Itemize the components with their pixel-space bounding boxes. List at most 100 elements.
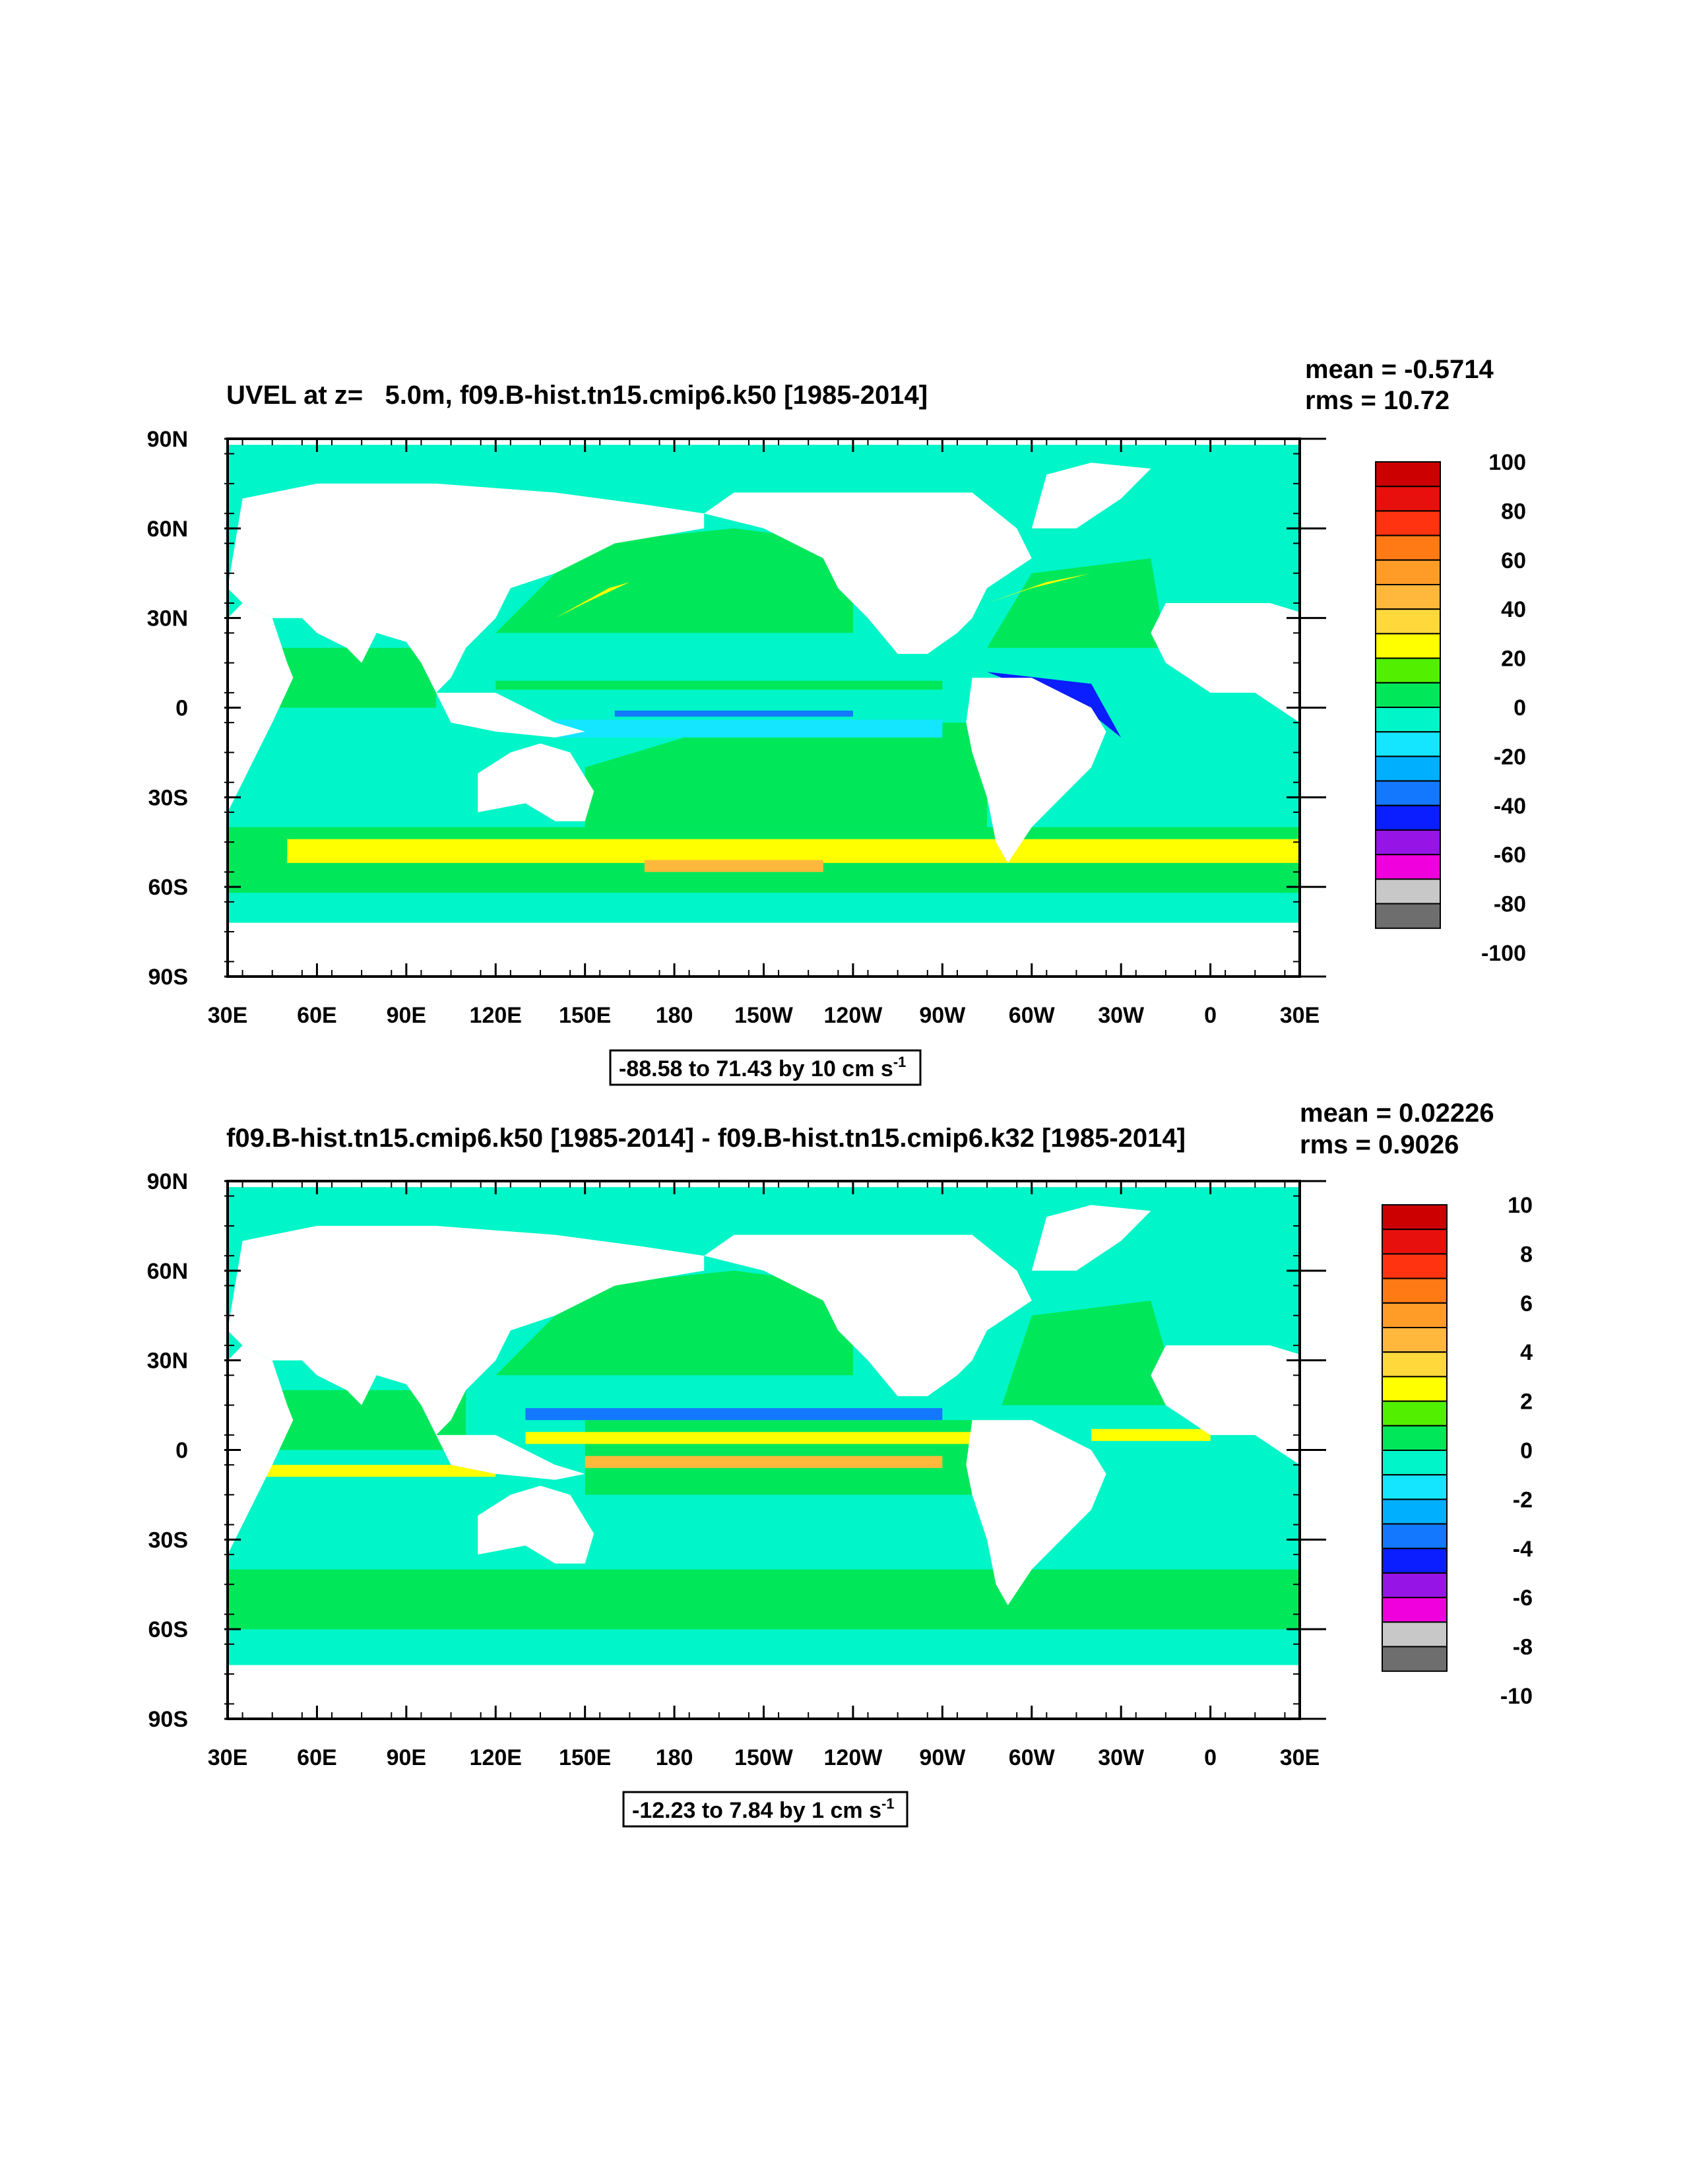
y-tick-label: 0	[175, 1438, 188, 1463]
colorbar-box	[1375, 755, 1441, 782]
colorbar-box	[1382, 1425, 1448, 1452]
colorbar-box	[1375, 534, 1441, 561]
colorbar-box	[1375, 584, 1441, 610]
colorbar-box	[1375, 829, 1441, 856]
x-tick-label: 120W	[824, 1003, 883, 1028]
x-tick-label: 150W	[734, 1745, 794, 1770]
colorbar-label: 40	[1501, 597, 1526, 622]
colorbar-box	[1382, 1376, 1448, 1402]
colorbar-box	[1382, 1646, 1448, 1672]
colorbar-label: 100	[1488, 450, 1526, 475]
colorbar-box	[1375, 731, 1441, 757]
land-eurasia	[228, 1225, 705, 1435]
colorbar-box	[1375, 878, 1441, 905]
x-tick-label: 180	[656, 1745, 693, 1770]
colorbar-label: -60	[1494, 843, 1526, 868]
y-tick-label: 30N	[147, 1349, 188, 1374]
x-tick-label: 30W	[1098, 1745, 1145, 1770]
land-africa-west	[1151, 1345, 1300, 1465]
colorbar-box	[1382, 1474, 1448, 1500]
colorbar-box	[1382, 1572, 1448, 1599]
y-tick-label: 60S	[148, 875, 189, 900]
x-tick-label: 120E	[470, 1745, 522, 1770]
arctic-ocean	[228, 445, 1300, 493]
x-tick-label: 90W	[919, 1745, 966, 1770]
x-tick-label: 150E	[559, 1745, 611, 1770]
colorbar-box	[1382, 1229, 1448, 1255]
colorbar-box	[1375, 608, 1441, 635]
tropical-anomaly-a	[525, 1432, 972, 1444]
x-axis: 30E 60E 90E 120E 150E 180 150W 120W 90W 60W 30W 0 30…	[208, 439, 1320, 1028]
colorbar-box	[1375, 707, 1441, 733]
contour-info-unit-exponent: -1	[893, 1054, 907, 1070]
tropical-anomaly-b	[585, 1456, 943, 1468]
colorbar-box	[1382, 1523, 1448, 1549]
panel-top: UVEL at z= 5.0m, f09.B-hist.tn15.cmip6.k…	[147, 355, 1526, 1086]
colorbar-box	[1382, 1253, 1448, 1279]
colorbar-label: -20	[1494, 744, 1526, 769]
land-australia	[478, 1485, 594, 1564]
colorbar: 10 8 6 4 2 0 -2 -4 -6 -8 -10	[1382, 1193, 1533, 1709]
colorbar-label: -8	[1513, 1635, 1533, 1660]
colorbar-label: 6	[1520, 1291, 1533, 1316]
contour-info-box: -88.58 to 71.43 by 10 cm s-1	[609, 1049, 922, 1086]
colorbar-box	[1382, 1621, 1448, 1648]
colorbar-box	[1382, 1277, 1448, 1304]
contour-info-box: -12.23 to 7.84 by 1 cm s-1	[622, 1791, 908, 1828]
colorbar-box	[1375, 903, 1441, 929]
land-maritime-continent	[436, 692, 585, 738]
tropical-anomaly-c	[525, 1408, 943, 1421]
map-field	[228, 439, 1300, 977]
indian-anomaly	[257, 1465, 496, 1477]
colorbar-box	[1382, 1351, 1448, 1378]
y-tick-label: 60N	[147, 517, 188, 542]
colorbar-box	[1375, 657, 1441, 684]
x-tick-label: 120W	[824, 1745, 883, 1770]
land-antarctica	[228, 922, 1300, 977]
colorbar-label: 4	[1520, 1340, 1533, 1365]
y-tick-label: 30S	[148, 1527, 189, 1553]
colorbar-label: -4	[1513, 1537, 1533, 1562]
north-atlantic-gyre	[987, 558, 1166, 648]
indian-ocean	[257, 1390, 466, 1450]
x-tick-label: 60W	[1009, 1003, 1056, 1028]
colorbar-label: 60	[1501, 548, 1526, 573]
svg-text:-12.23 to 7.84 by 1 cm s-1: -12.23 to 7.84 by 1 cm s-1	[632, 1795, 895, 1823]
x-tick-label: 180	[656, 1003, 693, 1028]
colorbar-box	[1382, 1498, 1448, 1525]
colorbar-label: 0	[1520, 1438, 1533, 1463]
colorbar-label: 80	[1501, 499, 1526, 524]
land-africa	[228, 1345, 294, 1555]
colorbar-box	[1382, 1302, 1448, 1329]
land-maritime-continent	[436, 1434, 585, 1480]
x-tick-label: 150E	[559, 1003, 611, 1028]
x-tick-label: 60E	[297, 1003, 337, 1028]
y-tick-label: 60N	[147, 1259, 188, 1284]
land-south-america	[966, 1420, 1106, 1605]
equatorial-jet	[614, 711, 853, 717]
north-indian-ocean	[257, 647, 436, 708]
colorbar-box	[1382, 1597, 1448, 1623]
counter-current	[495, 680, 943, 690]
colorbar-box	[1382, 1400, 1448, 1427]
y-axis: 90N 60N 30N 0 30S 60S 90S	[147, 1169, 1326, 1732]
arctic-ocean	[228, 1187, 1300, 1235]
svg-text:-88.58 to 71.43 by 10 cm s-1: -88.58 to 71.43 by 10 cm s-1	[619, 1054, 906, 1081]
colorbar-label: 0	[1514, 695, 1526, 721]
x-tick-label: 0	[1204, 1745, 1217, 1770]
north-atlantic	[1002, 1301, 1181, 1405]
x-tick-label: 30E	[208, 1003, 248, 1028]
antarctic-rim	[228, 893, 1300, 923]
colorbar-box	[1375, 804, 1441, 831]
colorbar-label: -6	[1513, 1586, 1533, 1611]
colorbar-label: 10	[1508, 1193, 1533, 1218]
panel-title: f09.B-hist.tn15.cmip6.k50 [1985-2014] - …	[226, 1124, 1186, 1153]
south-pacific-gyre	[585, 723, 987, 827]
x-tick-label: 60E	[297, 1745, 337, 1770]
stat-rms: rms = 0.9026	[1300, 1130, 1459, 1159]
x-tick-label: 30E	[208, 1745, 248, 1770]
panel-bottom: f09.B-hist.tn15.cmip6.k50 [1985-2014] - …	[147, 1099, 1533, 1828]
colorbar-box	[1375, 510, 1441, 536]
y-tick-label: 30S	[148, 785, 189, 810]
